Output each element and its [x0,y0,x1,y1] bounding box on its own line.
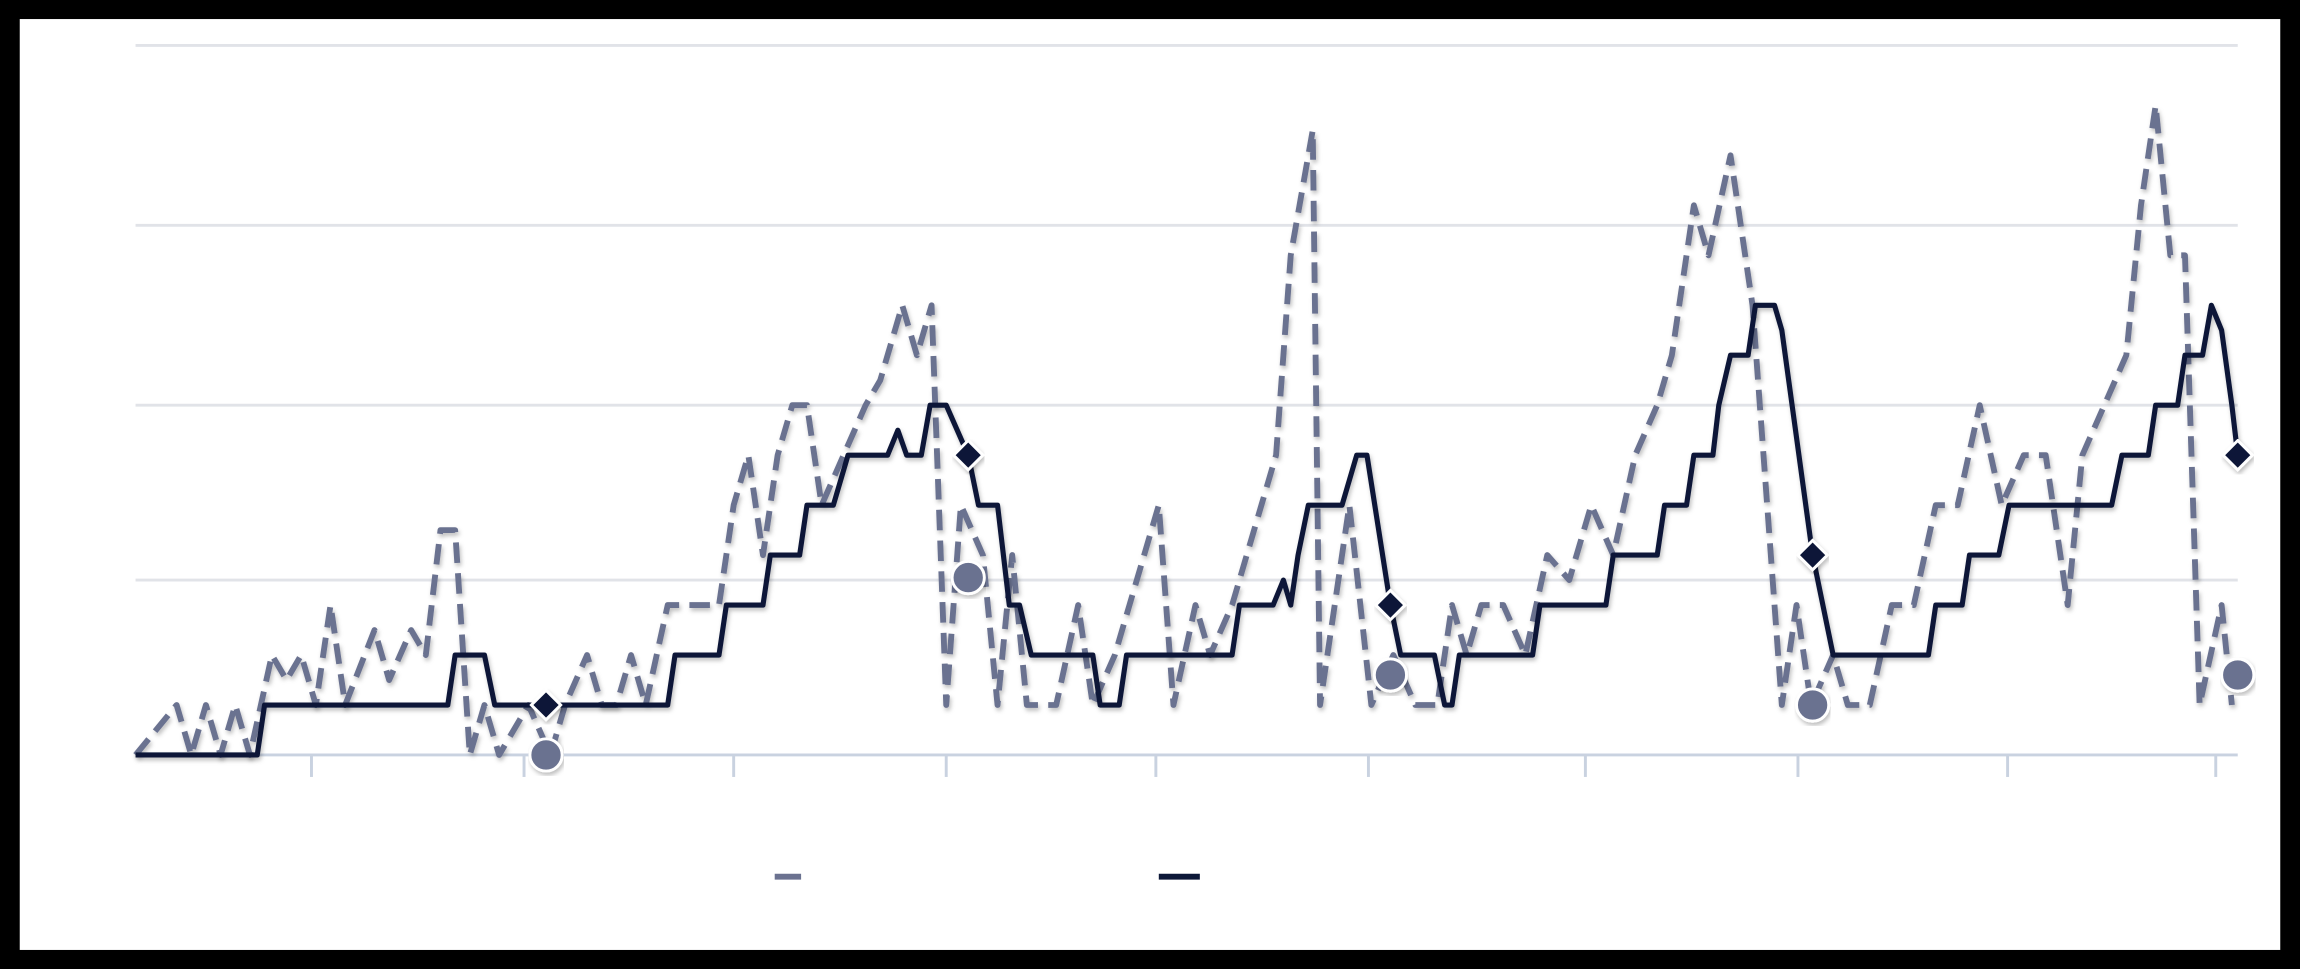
series-line [135,302,2241,758]
marker [950,559,986,596]
marker [2220,657,2256,693]
marker [528,737,564,773]
marker [2221,438,2255,472]
marker [1795,538,1830,572]
marker [951,438,985,472]
marker [1372,657,1409,693]
marker [1373,588,1408,622]
panel [19,19,2281,950]
marker [529,688,563,722]
marker [1795,687,1831,723]
series-line [133,102,2235,758]
